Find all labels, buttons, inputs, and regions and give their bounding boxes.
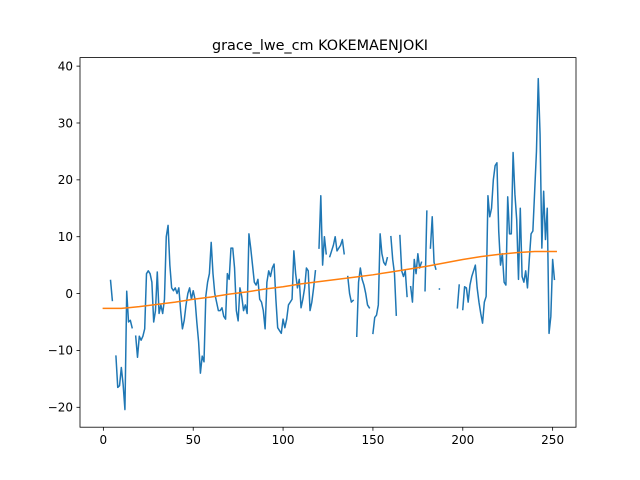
chart-title: grace_lwe_cm KOKEMAENJOKI [212, 38, 428, 54]
x-tick-label: 250 [541, 433, 564, 447]
plot-area: 0 50 100 150 200 250 −20 −10 0 10 20 30 40 [48, 57, 577, 447]
series-0-line-segment [134, 224, 317, 374]
series-0-line-segment [109, 279, 114, 302]
series-0-line-segment [346, 275, 355, 303]
x-tick-label: 50 [186, 433, 201, 447]
series-0-line-segment [424, 210, 428, 292]
x-tick-label: 0 [100, 433, 108, 447]
series-0-line-segment [461, 77, 556, 335]
axes-frame [79, 57, 577, 428]
x-tick-label: 100 [272, 433, 295, 447]
series-0-line-segment [318, 195, 328, 266]
series-layer [102, 77, 557, 411]
series-0-line-segment [372, 233, 389, 335]
y-tick-label: −10 [48, 344, 73, 358]
series-0-line-segment [429, 216, 437, 271]
series-0-line-segment [355, 267, 371, 337]
y-tick-label: 20 [58, 173, 73, 187]
y-tick-label: 10 [58, 230, 73, 244]
series-0-line-segment [456, 284, 460, 309]
series-0-line-segment [328, 235, 346, 258]
series-0-point-13 [438, 288, 441, 290]
x-axis: 0 50 100 150 200 250 [100, 427, 564, 447]
y-tick-label: 0 [65, 287, 73, 301]
x-tick-label: 150 [361, 433, 384, 447]
series-0-line-segment [390, 235, 398, 316]
series-0-line-segment [399, 234, 408, 298]
y-tick-label: 40 [58, 59, 73, 73]
y-tick-label: −20 [48, 401, 73, 415]
y-axis: −20 −10 0 10 20 30 40 [48, 59, 80, 415]
series-0-line-segment [115, 290, 134, 411]
series-1-line-segment [102, 250, 557, 310]
y-tick-label: 30 [58, 116, 73, 130]
x-tick-label: 200 [451, 433, 474, 447]
